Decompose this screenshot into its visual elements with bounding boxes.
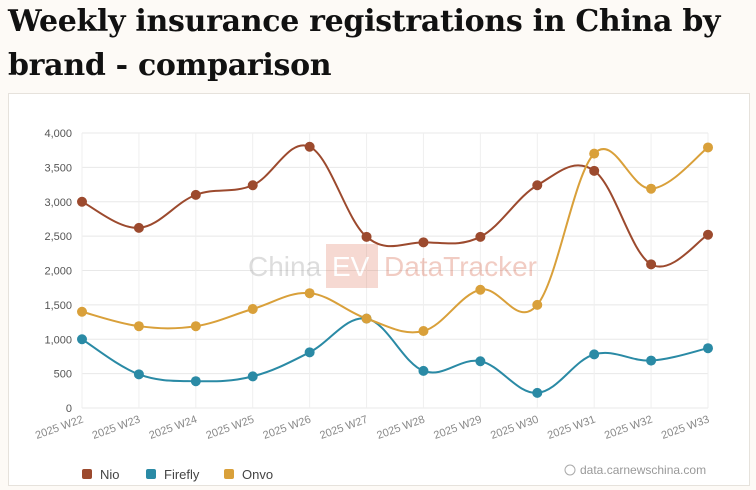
y-tick-label: 3,500 — [44, 162, 72, 174]
y-tick-label: 1,500 — [44, 300, 72, 312]
y-tick-label: 1,000 — [44, 334, 72, 346]
data-point-onvo[interactable] — [532, 299, 543, 310]
watermark-left: China — [248, 251, 322, 282]
watermark: China EV DataTracker — [248, 244, 537, 288]
legend-label-onvo[interactable]: Onvo — [242, 467, 273, 482]
legend-label-nio[interactable]: Nio — [100, 467, 120, 482]
data-point-nio[interactable] — [361, 231, 372, 242]
y-tick-label: 4,000 — [44, 128, 72, 140]
data-point-nio[interactable] — [77, 196, 87, 207]
x-tick-label: 2025 W24 — [148, 414, 199, 442]
x-tick-label: 2025 W31 — [546, 414, 597, 442]
y-tick-label: 500 — [54, 369, 72, 381]
x-tick-label: 2025 W30 — [489, 414, 540, 442]
data-point-onvo[interactable] — [703, 142, 713, 153]
x-tick-label: 2025 W32 — [603, 414, 654, 442]
series-points — [77, 141, 713, 398]
source-attribution: data.carnewschina.com — [564, 463, 706, 477]
data-point-firefly[interactable] — [77, 334, 87, 345]
chart-card — [8, 93, 750, 486]
x-tick-label: 2025 W22 — [34, 414, 85, 442]
data-point-firefly[interactable] — [703, 343, 713, 354]
x-tick-label: 2025 W27 — [318, 414, 369, 442]
data-point-onvo[interactable] — [361, 313, 372, 324]
data-point-nio[interactable] — [475, 231, 486, 242]
data-point-onvo[interactable] — [418, 326, 429, 336]
legend-swatch-onvo[interactable] — [224, 469, 234, 479]
x-tick-label: 2025 W25 — [205, 414, 256, 442]
data-point-onvo[interactable] — [190, 321, 201, 332]
y-tick-label: 2,500 — [44, 231, 72, 243]
source-icon — [564, 464, 576, 476]
y-tick-label: 0 — [66, 403, 72, 415]
y-axis-ticks: 0 500 1,000 1,500 2,000 2,500 3,000 3,500 4,000 — [44, 128, 72, 415]
series-line-nio — [81, 144, 709, 268]
data-point-onvo[interactable] — [646, 183, 657, 194]
data-point-onvo[interactable] — [247, 304, 258, 314]
legend: Nio Firefly Onvo — [82, 467, 273, 482]
data-point-firefly[interactable] — [589, 349, 600, 360]
data-point-nio[interactable] — [190, 189, 201, 200]
data-point-nio[interactable] — [133, 222, 144, 233]
data-point-nio[interactable] — [646, 259, 657, 270]
watermark-right: DataTracker — [384, 251, 537, 282]
data-point-firefly[interactable] — [418, 365, 429, 376]
data-point-onvo[interactable] — [133, 321, 144, 332]
data-point-onvo[interactable] — [475, 284, 486, 295]
grid-lines — [81, 132, 709, 409]
data-point-firefly[interactable] — [133, 369, 144, 380]
data-point-onvo[interactable] — [589, 148, 600, 159]
source-text[interactable]: data.carnewschina.com — [580, 463, 706, 477]
legend-swatch-firefly[interactable] — [146, 469, 156, 479]
data-point-firefly[interactable] — [532, 387, 543, 398]
data-point-onvo[interactable] — [304, 288, 315, 299]
data-point-nio[interactable] — [247, 180, 258, 191]
watermark-box — [326, 244, 378, 288]
watermark-box-text: EV — [332, 251, 370, 282]
data-point-firefly[interactable] — [475, 356, 486, 367]
chart-title: Weekly insurance registrations in China … — [8, 4, 721, 83]
data-point-nio[interactable] — [703, 229, 713, 240]
y-tick-label: 2,000 — [44, 266, 72, 278]
data-point-nio[interactable] — [532, 180, 543, 191]
x-tick-label: 2025 W28 — [375, 414, 426, 442]
x-tick-label: 2025 W29 — [432, 414, 483, 442]
y-tick-label: 3,000 — [44, 197, 72, 209]
data-point-nio[interactable] — [304, 141, 315, 152]
x-tick-label: 2025 W33 — [660, 414, 711, 442]
legend-label-firefly[interactable]: Firefly — [164, 467, 200, 482]
data-point-onvo[interactable] — [77, 306, 87, 317]
data-point-firefly[interactable] — [247, 371, 258, 382]
data-point-nio[interactable] — [589, 165, 600, 176]
data-point-nio[interactable] — [418, 237, 429, 248]
data-point-firefly[interactable] — [190, 376, 201, 387]
x-tick-label: 2025 W23 — [91, 414, 142, 442]
x-axis-ticks: 2025 W22 2025 W23 2025 W24 2025 W25 2025 W26… — [34, 414, 711, 442]
x-tick-label: 2025 W26 — [261, 414, 312, 442]
legend-swatch-nio[interactable] — [82, 469, 92, 479]
data-point-firefly[interactable] — [304, 347, 315, 358]
data-point-firefly[interactable] — [646, 355, 657, 366]
